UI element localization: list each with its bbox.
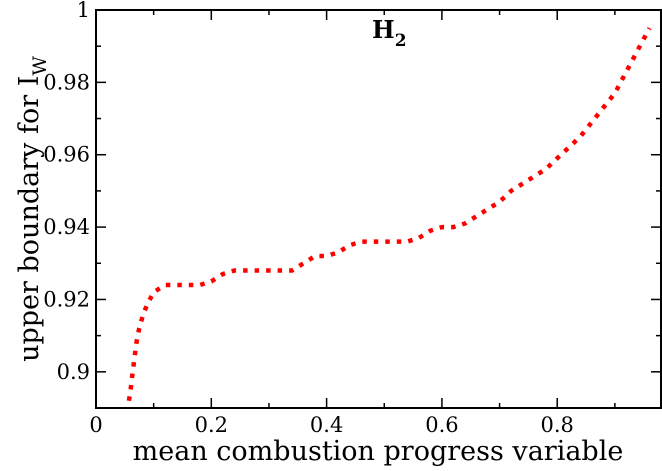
y-axis-label-subscript: W <box>29 56 51 76</box>
x-tick-label: 0 <box>89 413 102 437</box>
ticks-layer: 0 0.2 0.4 0.6 0.8 0.9 0.92 0.94 0.96 0.98 1 <box>43 0 661 437</box>
x-axis-label: mean combustion progress variable <box>133 436 624 467</box>
y-tick-label: 1 <box>77 0 90 22</box>
plot-frame <box>95 9 662 409</box>
x-tick-label: 0.8 <box>541 413 574 437</box>
annotation-subscript: 2 <box>395 31 407 51</box>
y-tick-label: 0.92 <box>43 287 90 311</box>
annotation-text: H <box>372 15 395 44</box>
x-tick-label: 0.4 <box>310 413 343 437</box>
y-tick-label: 0.96 <box>43 143 90 167</box>
y-axis-label-text: upper boundary for I <box>14 76 45 362</box>
x-tick-label: 0.2 <box>195 413 228 437</box>
y-tick-label: 0.9 <box>57 360 90 384</box>
y-tick-label: 0.98 <box>43 70 90 94</box>
series-line <box>126 27 652 402</box>
x-tick-label: 0.6 <box>425 413 458 437</box>
annotation-h2: H2 <box>372 15 407 51</box>
series-layer <box>126 27 652 402</box>
y-axis-label: upper boundary for IW <box>14 56 51 362</box>
y-tick-label: 0.94 <box>43 215 90 239</box>
